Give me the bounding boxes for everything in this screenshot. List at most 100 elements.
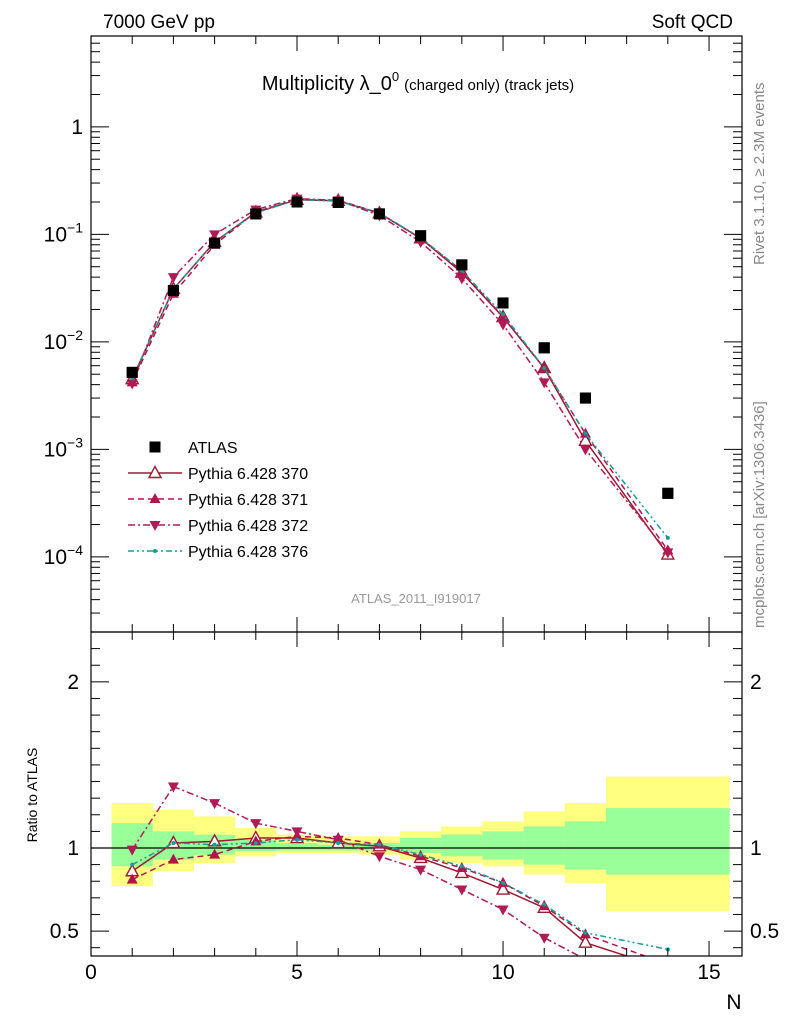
- legend-marker: [149, 521, 161, 531]
- header-right: Soft QCD: [652, 12, 733, 33]
- inner-band: [482, 831, 524, 860]
- legend-marker: [147, 465, 163, 479]
- legend-label: Pythia 6.428 371: [188, 492, 308, 509]
- ratio-point: [495, 881, 511, 895]
- ratio-plot-panel: 0.5 0.5 1 1 2 2 Ratio to ATLAS: [24, 631, 779, 957]
- ratio-point: [336, 841, 341, 846]
- atlas-point: [579, 392, 591, 404]
- y-tick-label: 10−4: [44, 542, 84, 569]
- atlas-point: [497, 297, 509, 309]
- series-point: [578, 432, 593, 447]
- ratio-y-tick-label: 0.5: [50, 920, 79, 943]
- ratio-point: [377, 842, 382, 847]
- ratio-point: [538, 933, 550, 944]
- inner-band: [276, 843, 318, 851]
- inner-band: [400, 838, 442, 853]
- main-plot-frame: [90, 35, 743, 633]
- ratio-point: [501, 880, 506, 885]
- ratio-y-tick-label: 1: [67, 837, 79, 860]
- legend: ATLAS Pythia 6.428 370 Pythia 6.428 371 Pyt…: [128, 440, 308, 561]
- inner-band: [523, 826, 565, 865]
- atlas-point: [662, 487, 674, 499]
- title-sup: 0: [392, 69, 399, 84]
- ratio-point: [250, 835, 262, 846]
- ratio-point: [542, 902, 547, 907]
- y-tick-label: 10−3: [44, 434, 84, 461]
- ratio-point: [167, 853, 179, 864]
- series-point: [501, 312, 506, 317]
- legend-label: Pythia 6.428 376: [188, 544, 308, 561]
- ratio-point: [126, 845, 138, 856]
- ratio-y-tick-label-right: 2: [750, 671, 762, 694]
- header-left: 7000 GeV pp: [103, 12, 215, 33]
- y-tick-label: 1: [71, 116, 83, 139]
- atlas-point: [291, 196, 303, 208]
- ratio-point: [209, 799, 221, 810]
- ratio-y-tick-label: 2: [67, 671, 79, 694]
- legend-item: ATLAS: [149, 440, 238, 457]
- series-atlas-overlay: [126, 196, 674, 499]
- atlas-point: [209, 237, 221, 249]
- ratio-point: [291, 827, 303, 838]
- series-line: [131, 198, 669, 539]
- atlas-point: [167, 285, 179, 297]
- legend-item: Pythia 6.428 370: [128, 465, 308, 483]
- legend-marker: [153, 549, 157, 553]
- title-sub: (charged only) (track jets): [404, 77, 574, 94]
- atlas-point: [415, 230, 427, 242]
- x-axis-label: N: [726, 991, 741, 1014]
- x-axis: 0 5 10 15: [85, 961, 721, 984]
- ratio-point: [212, 842, 217, 847]
- series-point: [579, 445, 591, 456]
- ratio-point: [332, 835, 344, 846]
- ratio-point: [373, 852, 385, 863]
- ratio-point: [583, 930, 588, 935]
- atlas-point: [538, 342, 550, 354]
- x-tick-label: 15: [697, 961, 720, 984]
- uncertainty-bands: [111, 776, 730, 912]
- series-point: [665, 535, 670, 540]
- series-point: [538, 378, 550, 389]
- analysis-label: ATLAS_2011_I919017: [351, 591, 481, 606]
- inner-band: [606, 808, 730, 875]
- ratio-y-tick-label-right: 0.5: [750, 920, 779, 943]
- x-tick-label: 0: [85, 961, 97, 984]
- atlas-point: [250, 208, 262, 220]
- series-point: [209, 230, 221, 241]
- x-tick-label: 5: [291, 961, 303, 984]
- x-tick-label: 10: [491, 961, 514, 984]
- plot-title: Multiplicity λ_00 (charged only) (track j…: [262, 69, 574, 95]
- inner-band: [235, 839, 277, 852]
- ratio-point: [456, 885, 468, 896]
- ratio-point: [250, 819, 262, 830]
- ratio-point: [497, 905, 509, 916]
- ratio-plot-frame: [90, 631, 743, 957]
- series-pythia-6-428-376: [130, 197, 670, 540]
- ratio-series-pythia-6-428-376: [130, 837, 670, 952]
- ratio-point: [209, 848, 221, 859]
- ratio-ylabel: Ratio to ATLAS: [24, 748, 40, 843]
- legend-atlas-marker: [149, 441, 161, 453]
- atlas-point: [126, 366, 138, 378]
- legend-label: Pythia 6.428 370: [188, 466, 308, 483]
- legend-item: Pythia 6.428 376: [128, 544, 308, 561]
- ratio-series-pythia-6-428-372: [126, 782, 581, 956]
- legend-label: Pythia 6.428 372: [188, 518, 308, 535]
- inner-band: [564, 821, 607, 870]
- y-tick-label: 10−1: [44, 219, 84, 246]
- mcplots-label: mcplots.cern.ch [arXiv:1306.3436]: [751, 401, 768, 628]
- rivet-label: Rivet 3.1.10, ≥ 2.3M events: [751, 83, 768, 266]
- legend-marker: [149, 493, 161, 503]
- atlas-point: [332, 196, 344, 208]
- ratio-point: [459, 864, 464, 869]
- legend-label: ATLAS: [188, 440, 238, 457]
- series-point: [662, 548, 674, 559]
- series-point: [542, 366, 547, 371]
- series-point: [126, 379, 138, 390]
- ratio-y-tick-label-right: 1: [750, 837, 762, 860]
- inner-band: [441, 834, 483, 857]
- ratio-point: [167, 782, 179, 793]
- legend-item: Pythia 6.428 371: [128, 492, 308, 509]
- ratio-point: [126, 873, 138, 884]
